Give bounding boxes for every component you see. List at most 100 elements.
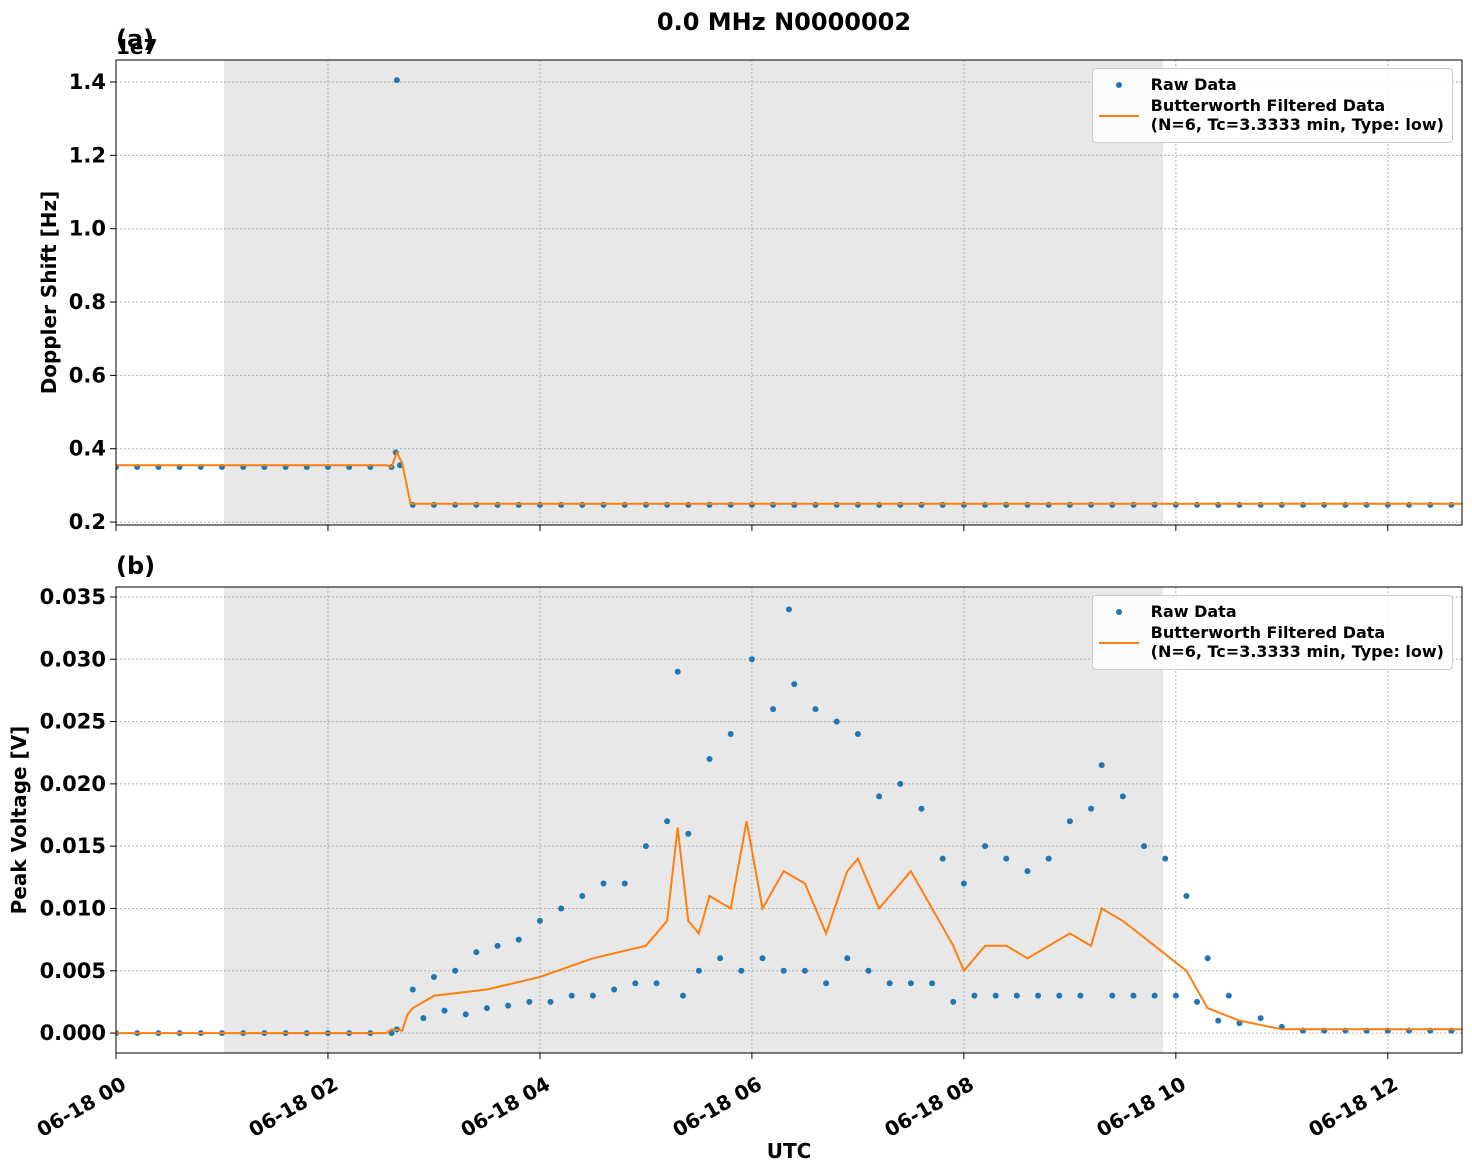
filtered-line xyxy=(116,821,1462,1035)
raw-point xyxy=(833,718,840,725)
panel-label: (b) xyxy=(116,552,155,580)
raw-point xyxy=(1257,1015,1264,1022)
raw-point xyxy=(971,992,978,999)
raw-point xyxy=(1130,992,1137,999)
raw-point xyxy=(409,986,416,993)
y-tick-label: 0.005 xyxy=(40,959,106,983)
x-tick-label: 06-18 08 xyxy=(880,1072,978,1142)
raw-point xyxy=(854,731,861,738)
axes-frame xyxy=(115,59,1463,526)
raw-point xyxy=(526,998,533,1005)
x-tick-label: 06-18 04 xyxy=(457,1072,555,1142)
y-tick-label: 0.000 xyxy=(40,1021,106,1045)
filtered-line xyxy=(116,449,1462,505)
raw-point xyxy=(452,967,459,974)
raw-point xyxy=(823,980,830,987)
raw-point xyxy=(473,949,480,956)
legend-entry: Raw Data xyxy=(1099,75,1444,94)
shaded-span xyxy=(224,587,1164,1053)
raw-point xyxy=(748,656,755,663)
raw-point xyxy=(717,955,724,962)
raw-point xyxy=(653,980,660,987)
raw-point xyxy=(674,668,681,675)
raw-point xyxy=(706,755,713,762)
legend-key xyxy=(1099,602,1139,621)
y-tick-label: 0.030 xyxy=(40,647,106,671)
legend-entry: Butterworth Filtered Data (N=6, Tc=3.333… xyxy=(1098,96,1444,134)
raw-point xyxy=(801,967,808,974)
raw-point xyxy=(1141,843,1148,850)
x-tick-label: 06-18 02 xyxy=(245,1072,343,1142)
raw-point xyxy=(886,980,893,987)
legend-label: Butterworth Filtered Data (N=6, Tc=3.333… xyxy=(1150,96,1444,134)
raw-point xyxy=(1035,992,1042,999)
raw-point xyxy=(1204,955,1211,962)
y-tick-label: 0.015 xyxy=(40,834,106,858)
y-axis-label: Peak Voltage [V] xyxy=(7,726,31,915)
x-axis-label: UTC xyxy=(767,1139,812,1163)
y-tick-label: 0.8 xyxy=(69,290,106,314)
x-tick-label: 06-18 06 xyxy=(668,1072,766,1142)
raw-point xyxy=(621,880,628,887)
legend: Raw Data Butterworth Filtered Data (N=6, … xyxy=(1091,595,1453,670)
raw-point xyxy=(907,980,914,987)
raw-point xyxy=(1109,992,1116,999)
y-tick-label: 0.2 xyxy=(69,510,106,534)
raw-point xyxy=(685,830,692,837)
raw-point xyxy=(393,77,400,84)
raw-point xyxy=(632,980,639,987)
raw-point xyxy=(1098,762,1105,769)
y-offset-label: 1e7 xyxy=(116,35,157,59)
raw-point xyxy=(589,992,596,999)
raw-point xyxy=(558,905,565,912)
raw-point xyxy=(536,917,543,924)
raw-point xyxy=(897,780,904,787)
raw-point xyxy=(1183,893,1190,900)
raw-point xyxy=(1077,992,1084,999)
legend-label: Butterworth Filtered Data (N=6, Tc=3.333… xyxy=(1150,623,1444,661)
raw-point xyxy=(1162,855,1169,862)
raw-point xyxy=(1151,992,1158,999)
raw-point xyxy=(982,843,989,850)
panel-label: (a) xyxy=(116,25,154,53)
raw-point xyxy=(420,1015,427,1022)
raw-point xyxy=(611,986,618,993)
raw-point xyxy=(960,880,967,887)
y-tick-label: 0.035 xyxy=(40,585,106,609)
raw-point xyxy=(483,1005,490,1012)
raw-point xyxy=(727,731,734,738)
y-tick-label: 1.2 xyxy=(69,143,106,167)
raw-point xyxy=(1172,992,1179,999)
raw-point xyxy=(664,818,671,825)
raw-point xyxy=(505,1002,512,1009)
x-tick-label: 06-18 00 xyxy=(33,1072,131,1142)
raw-point xyxy=(1194,998,1201,1005)
raw-point xyxy=(770,706,777,713)
raw-point xyxy=(1215,1017,1222,1024)
legend-label: Raw Data xyxy=(1150,75,1237,94)
raw-point xyxy=(992,992,999,999)
y-tick-label: 1.4 xyxy=(69,70,106,94)
legend: Raw Data Butterworth Filtered Data (N=6, … xyxy=(1091,68,1453,143)
plot-area xyxy=(116,77,1462,508)
x-tick-label: 06-18 10 xyxy=(1092,1072,1190,1142)
legend-entry: Raw Data xyxy=(1099,602,1444,621)
raw-point xyxy=(759,955,766,962)
raw-point xyxy=(1003,855,1010,862)
plot-area xyxy=(116,606,1462,1037)
raw-point xyxy=(695,967,702,974)
raw-point xyxy=(1066,818,1073,825)
raw-point xyxy=(929,980,936,987)
legend-key xyxy=(1099,75,1139,94)
raw-point xyxy=(547,998,554,1005)
raw-point xyxy=(1045,855,1052,862)
raw-point xyxy=(441,1007,448,1014)
shaded-span xyxy=(224,60,1164,525)
x-tick-label: 06-18 12 xyxy=(1304,1072,1402,1142)
raw-point xyxy=(515,936,522,943)
raw-point xyxy=(876,793,883,800)
raw-point xyxy=(950,998,957,1005)
raw-point xyxy=(939,855,946,862)
